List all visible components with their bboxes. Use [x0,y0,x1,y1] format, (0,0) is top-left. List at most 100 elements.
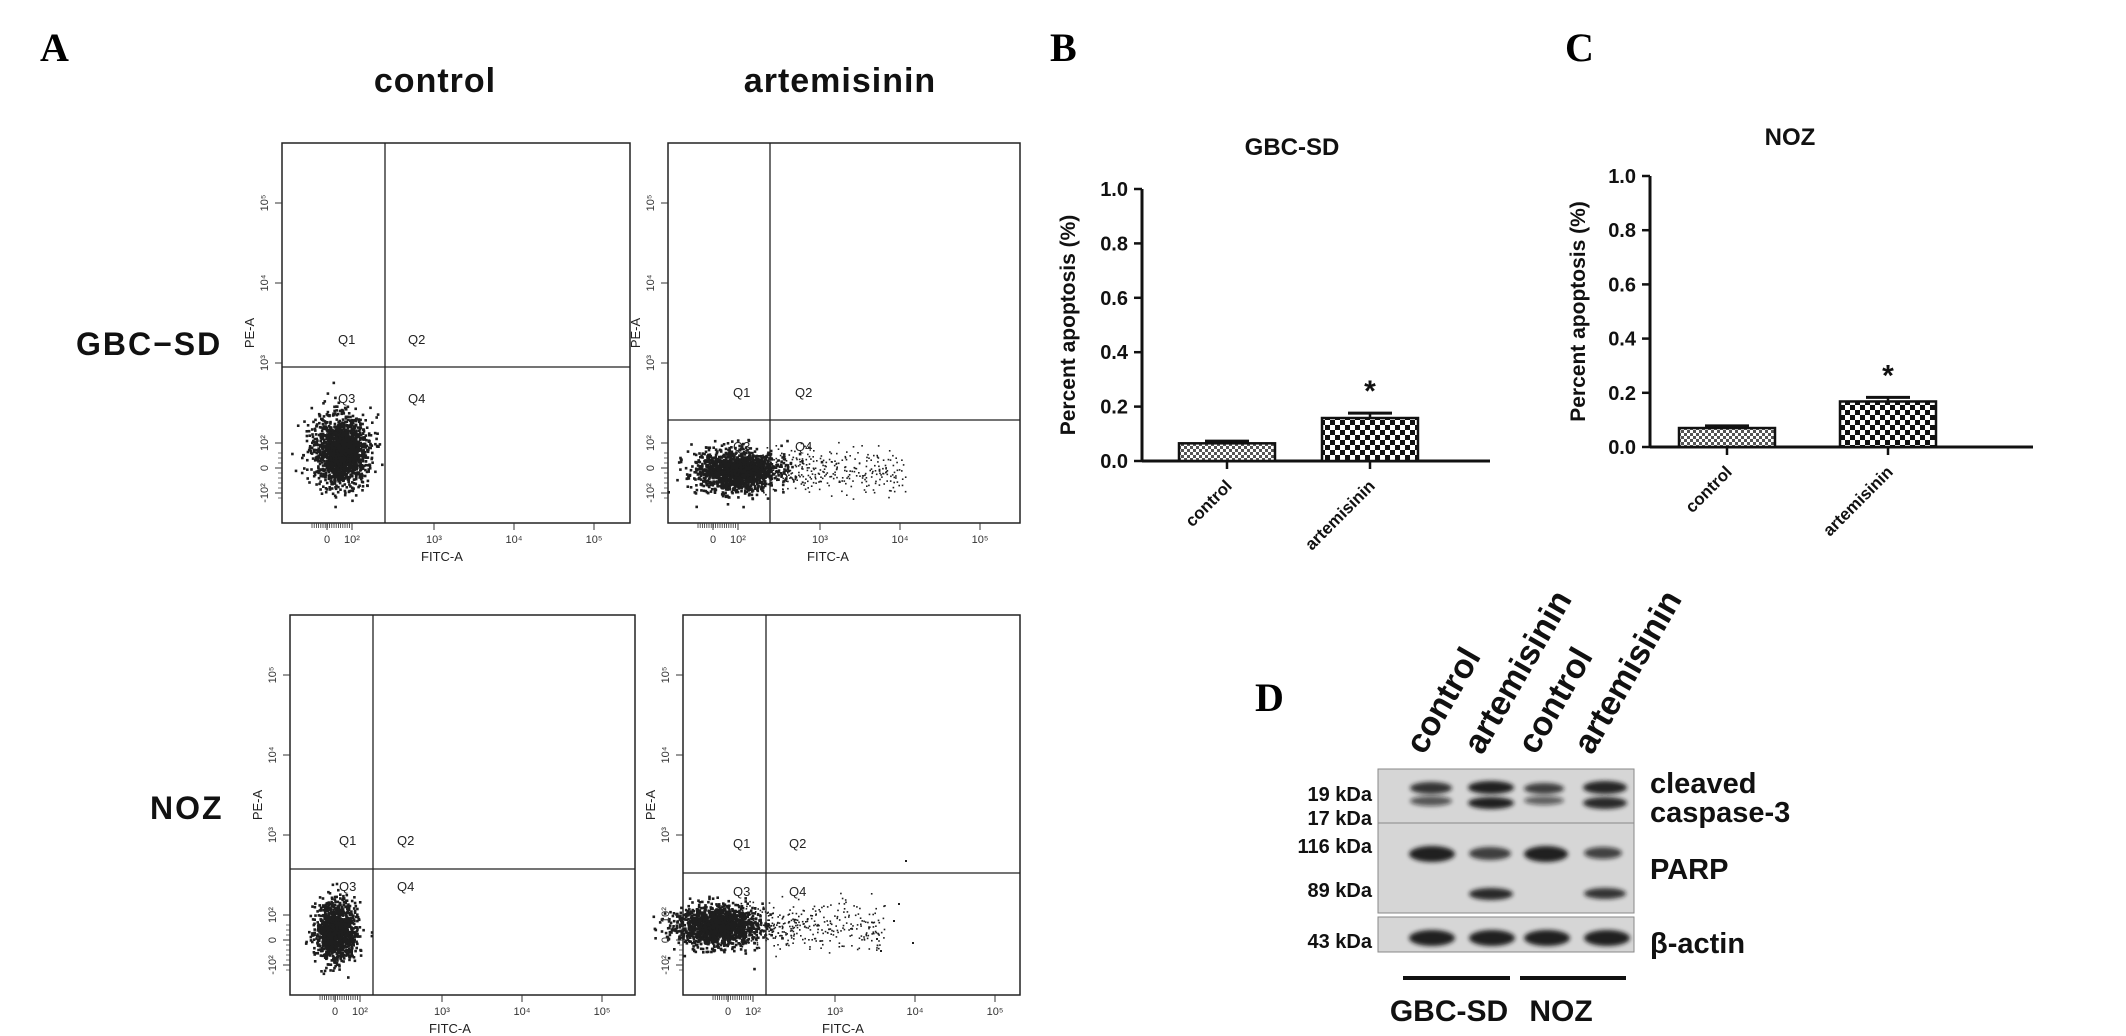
blot-band [1524,930,1570,946]
y-tick-label: 10⁴ [645,274,657,291]
y-axis-ticks: -10² 0 10² 10³ 10⁴ 10⁵ [645,195,668,503]
chart-title: GBC-SD [1245,134,1340,161]
protein-label-caspase3: caspase-3 [1650,797,1790,829]
quadrant-label: Q2 [397,833,414,848]
y-tick-label: 0 [267,937,279,943]
y-tick-label: 0.0 [1100,451,1128,473]
flow-plot: Q1 Q2 Q3 Q4 0 10² 10³ 10⁴ 10⁵ FITC-A -10² 0 10² 10³ 10… [628,142,1021,564]
x-tick-label: 10³ [812,534,828,546]
mw-label: 116 kDa [1297,836,1372,858]
y-tick-label: 10³ [267,827,279,843]
x-tick-label: 10³ [426,534,442,546]
y-tick-label: 0.4 [1608,329,1637,351]
plot-frame [667,142,1021,524]
significance-marker: * [1364,375,1376,408]
quadrant-label: Q2 [408,332,425,347]
flow-plot: Q1 Q2 Q3 Q4 0 10² 10³ 10⁴ 10⁵ FITC-A -10² 0 10² 10³ 10… [250,614,636,1036]
flow-row-label-noz: NOZ [150,790,224,826]
y-axis-ticks: -10² 0 10² 10³ 10⁴ 10⁵ [660,667,683,975]
group-label-gbcsd: GBC-SD [1390,995,1508,1028]
quadrant-label: Q2 [789,836,806,851]
x-axis-ticks: 0 10² 10³ 10⁴ 10⁵ [697,523,988,546]
mw-label: 19 kDa [1308,784,1373,806]
y-axis-label: PE-A [628,318,643,349]
y-tick-label: 0.0 [1608,437,1636,459]
y-axis-label: Percent apoptosis (%) [1057,215,1080,436]
x-tick-label: 10² [745,1006,761,1018]
mw-label: 43 kDa [1308,931,1373,953]
bar-control [1177,442,1277,463]
bar-chart-noz: NOZ Percent apoptosis (%) 0.0 0.2 0.4 0.6 0.8 1… [1567,124,2033,540]
y-tick-label: 0 [259,465,271,471]
flow-cytometry-plots: Q1 Q2 Q3 Q4 0 10² 10³ 10⁴ 10⁵ FITC-A -10² 0 10² 10³ 10… [242,142,1021,1036]
x-axis-label: FITC-A [807,549,849,564]
blot-band [1469,930,1515,946]
plot-frame [682,614,1021,996]
bar-artemisinin [1320,416,1420,463]
x-tick-label: 10⁵ [987,1006,1004,1018]
flow-plot: Q1 Q2 Q3 Q4 0 10² 10³ 10⁴ 10⁵ FITC-A -10² 0 10² 10³ 10… [242,142,631,564]
blot-band [1469,888,1513,900]
x-axis-ticks: 0 10² 10³ 10⁴ 10⁵ [311,523,602,546]
y-tick-label: 10³ [660,827,672,843]
protein-label-cleaved: cleaved [1650,768,1756,800]
blot-band [1583,781,1627,794]
quadrant-label: Q1 [733,836,750,851]
scatter-points [667,438,907,509]
x-tick-label: 10³ [434,1006,450,1018]
y-tick-label: 10⁴ [660,746,672,763]
bar-control [1677,426,1777,449]
x-tick-label: 10² [352,1006,368,1018]
y-tick-label: 10⁴ [259,274,271,291]
y-tick-label: 10³ [645,355,657,371]
y-tick-label: 10³ [259,355,271,371]
mw-label: 17 kDa [1308,808,1373,830]
y-tick-label: -10² [645,483,657,503]
quadrant-label: Q3 [339,879,356,894]
scatter-points [652,860,914,971]
y-tick-label: 0.2 [1100,397,1128,419]
blot-band [1409,930,1455,946]
group-label-noz: NOZ [1529,995,1592,1028]
x-axis-ticks: 0 10² 10³ 10⁴ 10⁵ [319,995,611,1018]
blot-band [1584,930,1630,946]
quadrant-label: Q3 [733,884,750,899]
y-tick-label: 10⁵ [267,667,279,684]
flow-col-title-artemisinin: artemisinin [743,62,937,100]
flow-plot: Q1 Q2 Q3 Q4 0 10² 10³ 10⁴ 10⁵ FITC-A -10² 0 10² 10³ 10… [643,614,1021,1036]
y-tick-label: 10² [660,907,672,923]
panel-letter-a: A [40,25,69,70]
x-tick-label: artemisinin [1301,476,1379,554]
x-tick-label: 10² [730,534,746,546]
x-tick-label: 10⁴ [907,1006,924,1018]
y-tick-label: 0 [645,465,657,471]
y-axis-ticks: -10² 0 10² 10³ 10⁴ 10⁵ [267,667,290,975]
y-tick-label: 10⁵ [660,667,672,684]
panel-letter-b: B [1050,25,1077,70]
blot-band [1469,847,1511,860]
y-tick-label: 0.6 [1100,288,1128,310]
y-tick-label: 0.8 [1100,233,1128,255]
x-tick-label: 10³ [827,1006,843,1018]
blot-band [1584,888,1626,899]
quadrant-label: Q3 [338,391,355,406]
y-tick-label: 10² [645,435,657,451]
y-tick-label: 0.8 [1608,220,1636,242]
y-tick-label: -10² [660,955,672,975]
panel-letter-c: C [1565,25,1594,70]
y-tick-label: 1.0 [1608,166,1636,188]
y-tick-label: 0 [660,937,672,943]
chart-title: NOZ [1765,124,1816,151]
x-tick-label: 0 [324,534,330,546]
y-axis-label: PE-A [643,790,658,821]
y-tick-label: 10⁵ [259,195,271,212]
quadrant-label: Q1 [733,385,750,400]
x-tick-label: 10⁵ [594,1006,611,1018]
blot-band [1524,796,1564,805]
x-tick-label: 10⁴ [514,1006,531,1018]
y-tick-label: 10² [267,907,279,923]
blot-band [1584,847,1622,859]
blot-band [1524,783,1564,794]
y-axis-label: PE-A [250,790,265,821]
y-axis-label: PE-A [242,318,257,349]
